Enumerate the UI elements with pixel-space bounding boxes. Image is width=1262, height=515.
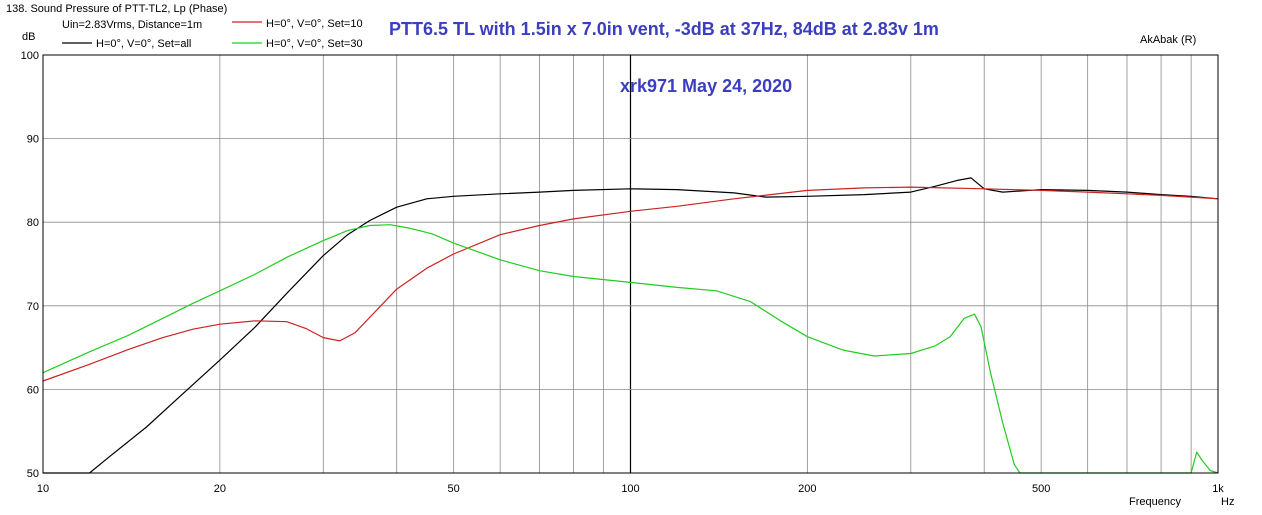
- legend-label-set-30: H=0°, V=0°, Set=30: [266, 38, 363, 50]
- software-label: AkAbak (R): [1140, 34, 1196, 46]
- y-tick-label-80: 80: [27, 217, 39, 229]
- x-tick-label-1000: 1k: [1212, 483, 1224, 495]
- chart-title: PTT6.5 TL with 1.5in x 7.0in vent, -3dB …: [389, 19, 939, 39]
- legend-label-set-all: H=0°, V=0°, Set=all: [96, 38, 191, 50]
- y-tick-label-60: 60: [27, 384, 39, 396]
- y-tick-label-100: 100: [21, 50, 39, 62]
- grid-lines: [43, 55, 1218, 473]
- x-axis-label: Frequency: [1129, 496, 1181, 508]
- chart-subtitle: xrk971 May 24, 2020: [620, 76, 792, 96]
- x-axis-unit: Hz: [1221, 496, 1234, 508]
- x-tick-label-50: 50: [448, 483, 460, 495]
- y-tick-label-50: 50: [27, 468, 39, 480]
- x-tick-label-100: 100: [621, 483, 639, 495]
- series-line-0: [43, 177, 1219, 474]
- x-tick-label-200: 200: [798, 483, 816, 495]
- legend-label-set-10: H=0°, V=0°, Set=10: [266, 18, 363, 30]
- y-tick-label-70: 70: [27, 301, 39, 313]
- x-tick-label-10: 10: [37, 483, 49, 495]
- conditions-label: Uin=2.83Vrms, Distance=1m: [62, 19, 202, 31]
- window-title: 138. Sound Pressure of PTT-TL2, Lp (Phas…: [6, 3, 227, 15]
- legend: H=0°, V=0°, Set=all H=0°, V=0°, Set=10 H…: [62, 18, 363, 50]
- x-tick-label-500: 500: [1032, 483, 1050, 495]
- plot-frame: [42, 54, 1219, 474]
- y-tick-label-90: 90: [27, 134, 39, 146]
- tick-labels: 100 90 80 70 60 50 10 20 50 100 200 500 1k: [21, 50, 1225, 495]
- y-axis-label: dB: [22, 31, 35, 43]
- x-tick-label-20: 20: [214, 483, 226, 495]
- series-line-1: [42, 186, 1219, 382]
